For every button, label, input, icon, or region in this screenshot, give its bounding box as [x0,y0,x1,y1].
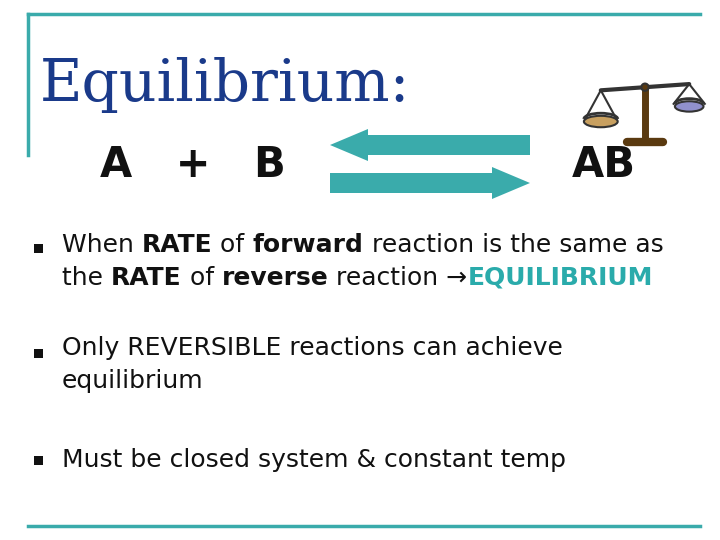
Text: AB: AB [572,144,636,186]
Text: When: When [62,233,142,257]
Text: equilibrium: equilibrium [62,369,204,393]
Text: Must be closed system & constant temp: Must be closed system & constant temp [62,448,566,472]
Text: forward: forward [253,233,364,257]
Text: A   +   B: A + B [100,144,286,186]
Text: RATE: RATE [111,266,181,290]
Text: reverse: reverse [222,266,328,290]
Text: the: the [62,266,111,290]
Ellipse shape [675,101,703,112]
Polygon shape [492,167,530,199]
Text: reaction is the same as: reaction is the same as [364,233,663,257]
Text: of: of [212,233,253,257]
Bar [330,173,492,193]
Ellipse shape [584,116,618,127]
Bar [34,244,42,253]
Text: RATE: RATE [142,233,212,257]
Bar [34,456,42,464]
Text: Only REVERSIBLE reactions can achieve: Only REVERSIBLE reactions can achieve [62,336,563,360]
Text: reaction →: reaction → [328,266,467,290]
Text: of: of [181,266,222,290]
Bar [34,348,42,357]
Text: Equilibrium:: Equilibrium: [40,57,410,113]
Text: EQUILIBRIUM: EQUILIBRIUM [467,266,653,290]
Polygon shape [330,129,368,161]
Circle shape [642,84,649,91]
Bar [368,135,530,155]
